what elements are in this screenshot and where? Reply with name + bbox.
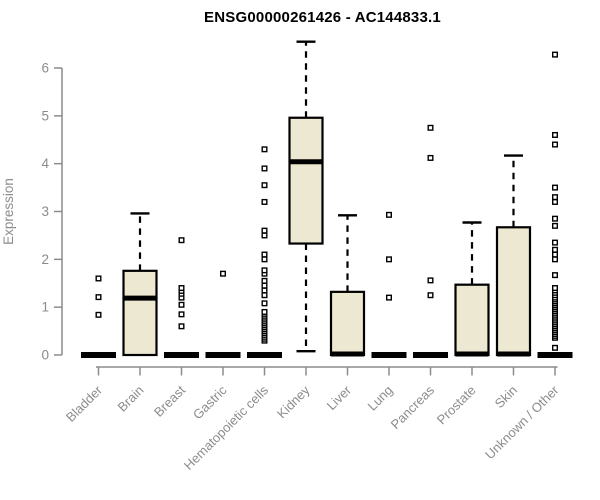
outlier-point <box>552 239 559 246</box>
zero-box <box>81 352 116 358</box>
box-rect <box>288 116 324 245</box>
boxplot-gastric <box>205 270 241 358</box>
outlier-point <box>552 198 559 205</box>
x-tick-label: Kidney <box>274 382 313 421</box>
box-rect <box>454 283 490 357</box>
y-tick-label: 2 <box>41 252 49 267</box>
outlier-point <box>261 251 268 258</box>
x-tick-label: Brain <box>115 383 147 415</box>
outlier-point <box>427 277 434 284</box>
outlier-point <box>427 124 434 131</box>
outlier-point <box>552 251 559 258</box>
outlier-point <box>95 311 102 318</box>
boxplot-bladder <box>81 275 116 358</box>
zero-box <box>247 352 282 358</box>
boxplot-hematopoietic-cells <box>247 146 282 358</box>
boxplot-breast <box>164 237 199 358</box>
y-axis: 0 1 2 3 4 5 6 Expression <box>1 61 63 363</box>
outlier-point <box>552 131 559 138</box>
outlier-point <box>219 270 226 277</box>
outlier-point <box>552 222 559 229</box>
y-tick-label: 3 <box>41 204 49 219</box>
outlier-point <box>552 194 559 201</box>
boxplot-lung <box>371 211 407 358</box>
boxplot-prostate <box>454 221 490 357</box>
outlier-point <box>261 287 268 294</box>
x-tick-label: Liver <box>324 382 355 413</box>
y-tick-label: 6 <box>41 61 49 76</box>
x-tick-label: Gastric <box>190 382 230 422</box>
zero-box <box>164 352 199 358</box>
x-tick-label: Lung <box>365 383 396 414</box>
zero-box <box>371 352 407 358</box>
outlier-point <box>95 275 102 282</box>
y-tick-label: 0 <box>41 348 49 363</box>
box-rect <box>495 226 532 357</box>
outlier-point <box>427 292 434 299</box>
boxplot-liver <box>329 214 366 357</box>
zero-box <box>205 352 241 358</box>
outlier-point <box>261 232 268 239</box>
outlier-point <box>261 182 268 189</box>
x-tick-label: Pancreas <box>388 382 438 432</box>
chart-title: ENSG00000261426 - AC144833.1 <box>204 9 441 26</box>
outlier-point <box>386 294 393 301</box>
boxplot-skin <box>495 154 532 357</box>
outlier-point <box>261 227 268 234</box>
y-tick-label: 4 <box>41 156 49 171</box>
outlier-point <box>261 292 268 299</box>
outlier-point <box>261 146 268 153</box>
outlier-point <box>552 246 559 253</box>
zero-box <box>537 352 573 358</box>
outlier-point <box>178 311 185 318</box>
outlier-point <box>261 165 268 172</box>
outlier-point <box>552 344 559 351</box>
outlier-point <box>386 256 393 263</box>
outlier-point <box>552 256 559 263</box>
boxplot-kidney <box>288 40 324 353</box>
outlier-point <box>178 301 185 308</box>
outlier-point <box>386 211 393 218</box>
x-tick-label: Bladder <box>63 382 106 425</box>
outlier-point <box>552 215 559 222</box>
outlier-point <box>261 198 268 205</box>
y-tick-label: 1 <box>41 300 49 315</box>
outlier-point <box>261 277 268 284</box>
outlier-point <box>95 294 102 301</box>
outlier-point <box>427 154 434 161</box>
x-tick-label: Unknown / Other <box>482 382 562 462</box>
boxplot-unknown-other <box>537 51 573 358</box>
outlier-point <box>178 285 185 292</box>
x-tick-label: Breast <box>151 382 188 419</box>
outlier-point <box>261 300 268 307</box>
outlier-point <box>178 323 185 330</box>
zero-box <box>413 352 448 358</box>
outlier-point <box>552 285 559 292</box>
outlier-point <box>261 267 268 274</box>
boxplot-pancreas <box>413 124 448 358</box>
x-tick-label: Skin <box>492 383 520 411</box>
outlier-point <box>261 308 268 315</box>
outlier-point <box>552 141 559 148</box>
outlier-point <box>261 256 268 263</box>
box-rect <box>122 269 158 357</box>
outlier-point <box>178 237 185 244</box>
y-axis-title: Expression <box>1 178 16 245</box>
y-tick-label: 5 <box>41 108 49 123</box>
boxplot-brain <box>122 212 158 357</box>
box-rect <box>329 290 366 357</box>
outlier-point <box>552 272 559 279</box>
outlier-point <box>552 51 559 58</box>
x-tick-label: Prostate <box>434 383 479 428</box>
outlier-point <box>552 184 559 191</box>
outlier-point <box>261 282 268 289</box>
